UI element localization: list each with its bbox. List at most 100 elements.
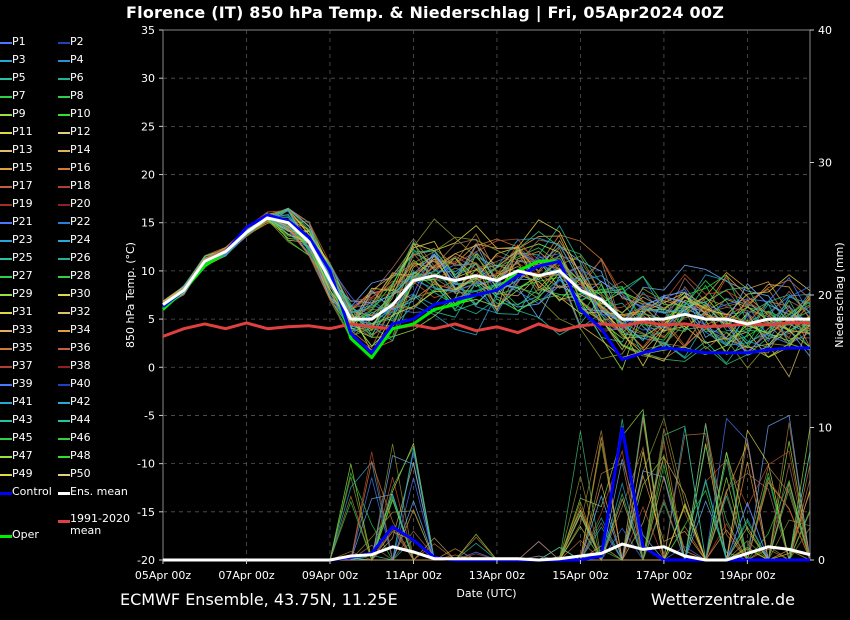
legend-swatch [0, 42, 12, 44]
legend-swatch [0, 132, 12, 134]
legend-swatch [58, 384, 70, 386]
y-tick-label: 0 [148, 361, 155, 374]
legend-swatch [0, 384, 12, 386]
legend-label: P15 [12, 161, 33, 174]
legend-label: P34 [70, 323, 91, 336]
legend-swatch [58, 150, 70, 152]
legend-label: P9 [12, 107, 26, 120]
y2-axis-label: Niederschlag (mm) [833, 242, 846, 347]
legend-swatch [0, 222, 12, 224]
y2-tick-label: 40 [818, 24, 832, 37]
legend-swatch [58, 366, 70, 368]
x-tick-label: 13Apr 00z [469, 569, 526, 582]
legend-swatch [58, 96, 70, 98]
y-tick-label: -10 [137, 458, 155, 471]
mean-precip-line [163, 542, 811, 562]
x-tick-label: 17Apr 00z [636, 569, 693, 582]
legend-swatch [58, 78, 70, 80]
legend-label: P10 [70, 107, 91, 120]
legend-label: P35 [12, 341, 33, 354]
legend-label: Control [12, 485, 52, 498]
y-axis-label: 850 hPa Temp. (°C) [124, 242, 137, 348]
y2-tick-label: 30 [818, 157, 832, 170]
legend-swatch [58, 60, 70, 62]
legend-label: P8 [70, 89, 84, 102]
legend-swatch [58, 276, 70, 278]
legend-swatch [58, 240, 70, 242]
legend-swatch [58, 492, 70, 495]
footer-source: ECMWF Ensemble, 43.75N, 11.25E [120, 590, 398, 609]
legend-swatch [58, 114, 70, 116]
legend-label: P28 [70, 269, 91, 282]
legend-label: P1 [12, 35, 26, 48]
legend-swatch [0, 276, 12, 278]
legend-swatch [58, 258, 70, 260]
legend-label: P18 [70, 179, 91, 192]
legend-swatch [58, 204, 70, 206]
y-tick-label: 25 [141, 120, 155, 133]
legend-label: P50 [70, 467, 91, 480]
legend-label: P24 [70, 233, 91, 246]
legend-swatch [0, 114, 12, 116]
legend-label: P36 [70, 341, 91, 354]
y2-tick-label: 10 [818, 422, 832, 435]
legend-swatch [0, 474, 12, 476]
ensemble-member-line [162, 218, 811, 346]
legend-swatch [0, 330, 12, 332]
legend-label: P33 [12, 323, 33, 336]
legend-swatch [58, 402, 70, 404]
y-tick-label: -15 [137, 506, 155, 519]
legend-swatch [58, 168, 70, 170]
legend-swatch [0, 240, 12, 242]
legend-swatch [0, 96, 12, 98]
y-tick-label: 30 [141, 72, 155, 85]
legend-swatch [0, 168, 12, 170]
legend-swatch [58, 222, 70, 224]
legend-label: P37 [12, 359, 33, 372]
y-tick-label: 20 [141, 169, 155, 182]
x-tick-label: 05Apr 00z [135, 569, 192, 582]
legend-label: P5 [12, 71, 26, 84]
legend-swatch [0, 348, 12, 350]
y2-tick-label: 20 [818, 289, 832, 302]
legend-swatch [58, 330, 70, 332]
legend-swatch [0, 366, 12, 368]
legend-label: P25 [12, 251, 33, 264]
legend-swatch [0, 150, 12, 152]
control-series-line [162, 213, 810, 362]
legend-label: P4 [70, 53, 84, 66]
legend-swatch [58, 348, 70, 350]
chart-title: Florence (IT) 850 hPa Temp. & Niederschl… [126, 3, 724, 22]
y2-tick-label: 0 [818, 554, 825, 567]
legend-swatch [0, 60, 12, 62]
footer-credit: Wetterzentrale.de [650, 590, 795, 609]
legend-label: Ens. mean [70, 485, 128, 498]
legend-label: P6 [70, 71, 84, 84]
legend-label: P3 [12, 53, 26, 66]
legend-label: P23 [12, 233, 33, 246]
legend-swatch [0, 258, 12, 260]
legend-label: P14 [70, 143, 91, 156]
legend-label: P12 [70, 125, 91, 138]
legend-label: P16 [70, 161, 91, 174]
legend-label: P30 [70, 287, 91, 300]
legend-swatch [58, 186, 70, 188]
legend-swatch [0, 535, 12, 538]
legend: P1 P2 P3 P4 P5 P6 P7 P8 P9 P10 P11 P12 P13 P14 P15 P16 P… [0, 34, 130, 554]
legend-swatch [58, 456, 70, 458]
legend-label: P48 [70, 449, 91, 462]
legend-label: P46 [70, 431, 91, 444]
legend-label: P17 [12, 179, 33, 192]
legend-swatch [0, 456, 12, 458]
legend-label: P45 [12, 431, 33, 444]
x-tick-label: 15Apr 00z [552, 569, 609, 582]
legend-label: P49 [12, 467, 33, 480]
y-tick-label: 5 [148, 313, 155, 326]
legend-swatch [0, 186, 12, 188]
legend-label: P40 [70, 377, 91, 390]
legend-swatch [58, 42, 70, 44]
legend-label: P21 [12, 215, 33, 228]
legend-label: P20 [70, 197, 91, 210]
legend-label: P44 [70, 413, 91, 426]
